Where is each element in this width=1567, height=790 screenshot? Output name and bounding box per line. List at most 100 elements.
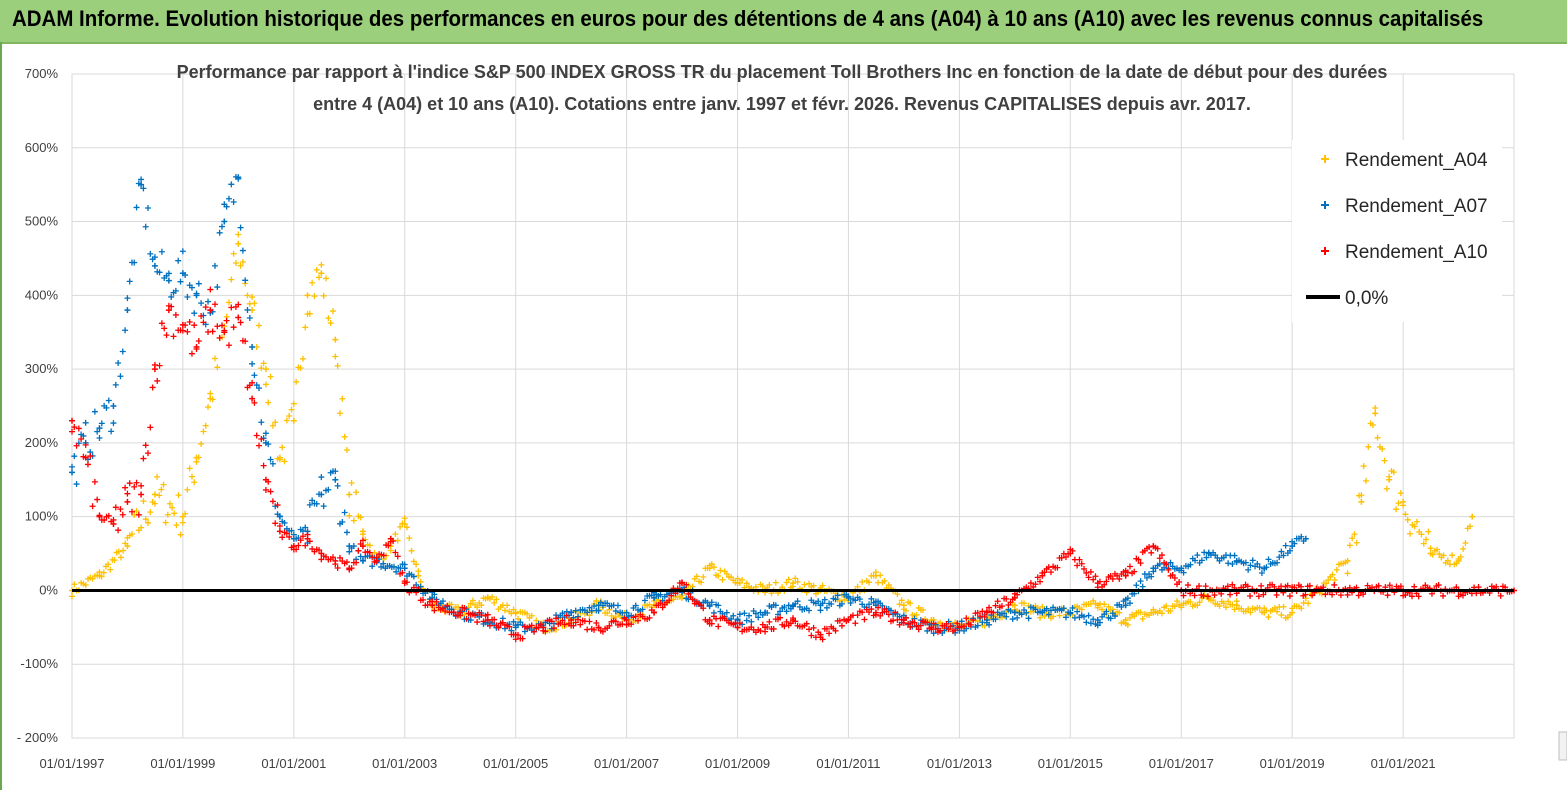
marker-Rendement_A04 [325,315,332,322]
data-point-Rendement_A10 [221,329,228,336]
marker-Rendement_A04 [249,294,256,301]
marker-Rendement_A10 [1101,581,1108,588]
marker-Rendement_A10 [974,609,981,616]
marker-Rendement_A10 [223,317,230,324]
marker-Rendement_A07 [140,185,147,192]
marker-Rendement_A04 [1225,598,1232,605]
marker-Rendement_A04 [469,597,476,604]
marker-Rendement_A10 [657,600,664,607]
data-point-Rendement_A07 [179,270,186,277]
marker-Rendement_A10 [612,618,619,625]
data-point-Rendement_A10 [346,565,353,572]
marker-Rendement_A10 [1116,575,1123,582]
data-point-Rendement_A04 [706,565,713,572]
marker-Rendement_A10 [1062,553,1069,560]
marker-Rendement_A04 [859,578,866,585]
marker-Rendement_A07 [242,277,249,284]
data-point-Rendement_A10 [165,307,172,314]
data-point-Rendement_A10 [734,624,741,631]
marker-Rendement_A07 [741,610,748,617]
marker-Rendement_A07 [343,529,350,536]
marker-Rendement_A04 [1056,612,1063,619]
marker-Rendement_A07 [1069,604,1076,611]
marker-Rendement_A04 [288,406,295,413]
marker-Rendement_A07 [281,519,288,526]
marker-Rendement_A04 [230,250,237,257]
marker-Rendement_A10 [519,635,526,642]
marker-Rendement_A10 [632,613,639,620]
marker-Rendement_A10 [1397,583,1404,590]
marker-Rendement_A10 [879,609,886,616]
marker-Rendement_A07 [1156,561,1163,568]
marker-Rendement_A07 [1023,609,1030,616]
marker-Rendement_A10 [1054,564,1061,571]
marker-Rendement_A07 [230,198,237,205]
marker-Rendement_A10 [225,342,232,349]
marker-Rendement_A04 [188,473,195,480]
data-point-Rendement_A04 [1400,498,1407,505]
marker-Rendement_A04 [491,599,498,606]
marker-Rendement_A07 [752,610,759,617]
marker-Rendement_A07 [91,408,98,415]
marker-Rendement_A07 [806,607,813,614]
marker-Rendement_A10 [1211,592,1218,599]
marker-Rendement_A10 [1171,574,1178,581]
marker-Rendement_A10 [1027,580,1034,587]
marker-Rendement_A10 [105,512,112,519]
marker-Rendement_A10 [994,598,1001,605]
marker-Rendement_A04 [528,612,535,619]
marker-Rendement_A10 [550,625,557,632]
marker-Rendement_A07 [1003,613,1010,620]
marker-Rendement_A04 [913,611,920,618]
marker-Rendement_A07 [1103,608,1110,615]
marker-Rendement_A04 [302,324,309,331]
marker-Rendement_A10 [71,424,78,431]
marker-Rendement_A10 [75,425,82,432]
marker-Rendement_A04 [1173,598,1180,605]
marker-Rendement_A10 [1034,574,1041,581]
marker-Rendement_A10 [1386,582,1393,589]
marker-Rendement_A10 [777,614,784,621]
marker-Rendement_A07 [168,293,175,300]
data-point-Rendement_A04 [207,395,214,402]
marker-Rendement_A10 [787,620,794,627]
marker-Rendement_A07 [223,203,230,210]
marker-Rendement_A07 [1107,615,1114,622]
marker-Rendement_A04 [759,583,766,590]
data-point-Rendement_A04 [332,336,339,343]
marker-Rendement_A04 [117,554,124,561]
marker-Rendement_A04 [474,604,481,611]
marker-Rendement_A04 [200,428,207,435]
marker-Rendement_A04 [235,231,242,238]
legend-marker [1321,155,1329,163]
marker-Rendement_A10 [1306,582,1313,589]
data-point-Rendement_A04 [401,521,408,528]
marker-Rendement_A10 [537,621,544,628]
marker-Rendement_A07 [253,382,260,389]
marker-Rendement_A07 [1276,554,1283,561]
data-point-Rendement_A10 [983,609,990,616]
marker-Rendement_A10 [126,480,133,487]
marker-Rendement_A10 [269,498,276,505]
marker-Rendement_A07 [632,602,639,609]
marker-Rendement_A07 [225,195,232,202]
marker-Rendement_A07 [138,176,145,183]
marker-Rendement_A07 [244,306,251,313]
marker-Rendement_A04 [350,517,357,524]
marker-Rendement_A07 [856,596,863,603]
marker-Rendement_A07 [179,248,186,255]
marker-Rendement_A04 [1365,443,1372,450]
marker-Rendement_A10 [1047,569,1054,576]
marker-Rendement_A04 [262,381,269,388]
marker-Rendement_A10 [1156,555,1163,562]
data-point-Rendement_A04 [359,528,366,535]
y-tick-label: 200% [25,435,59,450]
marker-Rendement_A10 [131,483,138,490]
marker-Rendement_A07 [1298,533,1305,540]
marker-Rendement_A07 [821,596,828,603]
marker-Rendement_A04 [1167,607,1174,614]
marker-Rendement_A07 [431,591,438,598]
marker-Rendement_A04 [166,500,173,507]
marker-Rendement_A04 [186,465,193,472]
